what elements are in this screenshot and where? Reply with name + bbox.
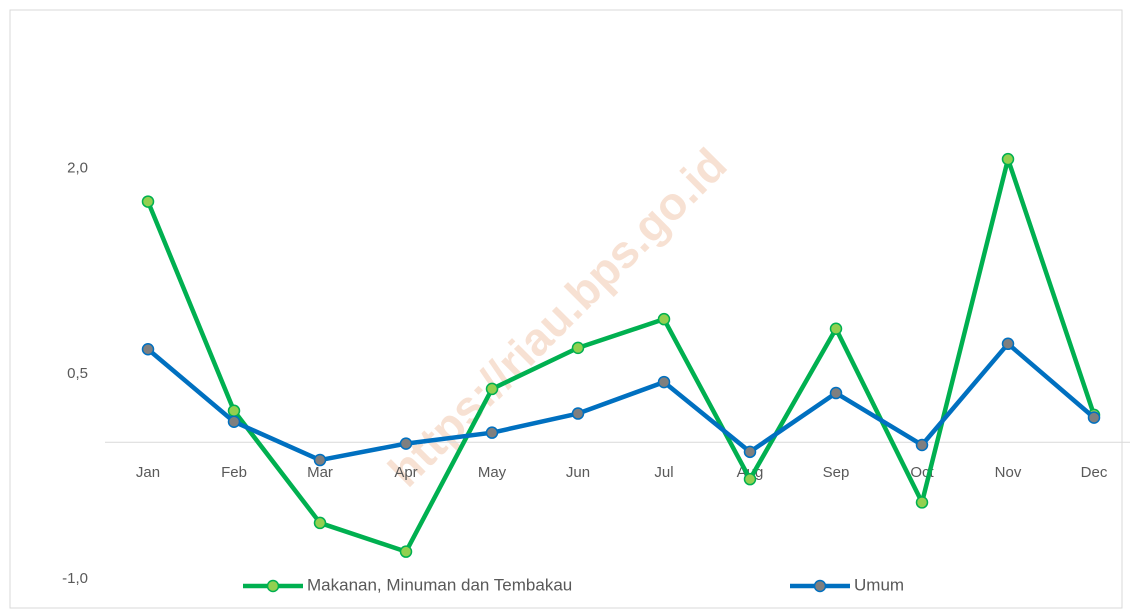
y-tick-label: -1,0 [62, 570, 88, 587]
legend-marker [813, 579, 827, 593]
data-point [657, 375, 671, 389]
data-point [485, 382, 499, 396]
x-tick-label: Jun [566, 464, 590, 481]
data-point [227, 404, 241, 418]
data-point [313, 516, 327, 530]
series-line [146, 341, 1096, 463]
data-point [743, 445, 757, 459]
legend-marker [266, 579, 280, 593]
data-point [915, 438, 929, 452]
data-point [141, 343, 155, 356]
legend-label: Makanan, Minuman dan Tembakau [307, 575, 572, 594]
x-tick-label: Jan [136, 464, 160, 481]
data-point [657, 312, 671, 326]
data-point [399, 545, 413, 558]
legend-label: Umum [854, 575, 904, 594]
data-point [915, 496, 929, 509]
data-point [1001, 152, 1015, 166]
x-tick-label: Sep [823, 464, 850, 481]
data-point [829, 386, 843, 400]
x-tick-label: Dec [1081, 464, 1108, 481]
x-tick-label: Nov [995, 464, 1022, 481]
data-point [571, 341, 585, 355]
x-tick-label: Apr [394, 464, 417, 481]
data-point [1001, 337, 1015, 351]
data-point [743, 472, 757, 486]
chart-frame [9, 9, 1123, 609]
x-tick-label: May [478, 464, 507, 481]
series-line [145, 156, 1097, 554]
data-point [313, 453, 327, 467]
data-point [141, 195, 155, 208]
data-point [1087, 411, 1101, 424]
data-point [829, 322, 843, 335]
y-tick-label: 2,0 [67, 160, 88, 177]
data-point [485, 426, 499, 439]
data-point [399, 437, 413, 450]
x-tick-label: Feb [221, 464, 247, 481]
y-tick-label: 0,5 [67, 365, 88, 382]
x-tick-label: Mar [307, 464, 333, 481]
x-tick-label: Jul [654, 464, 673, 481]
data-point [227, 415, 241, 428]
data-point [571, 407, 585, 420]
